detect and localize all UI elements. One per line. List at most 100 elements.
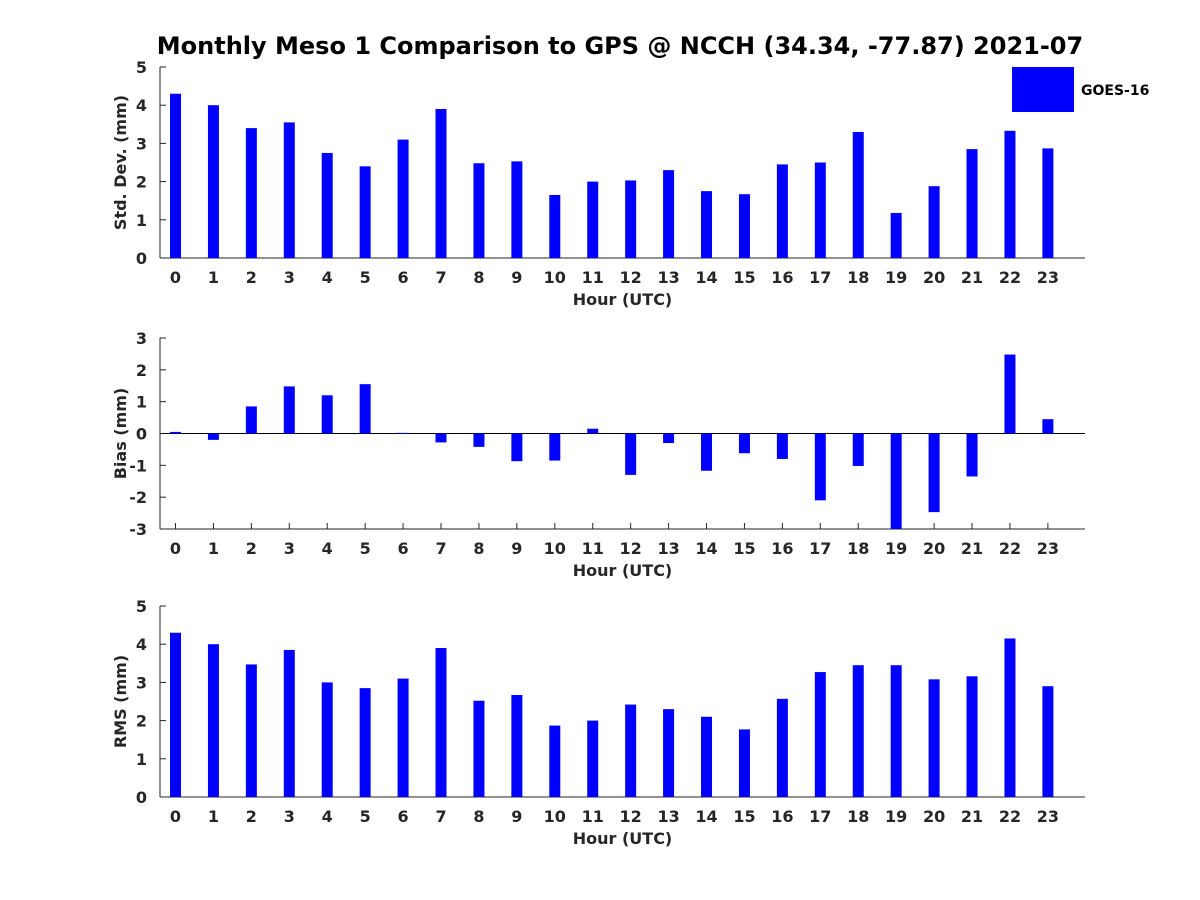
bar xyxy=(890,433,902,529)
x-tick-label: 19 xyxy=(885,807,907,826)
x-tick-label: 8 xyxy=(473,268,484,287)
x-tick-label: 15 xyxy=(733,807,755,826)
x-tick-label: 18 xyxy=(847,807,869,826)
y-tick-label: 3 xyxy=(136,329,147,348)
bar xyxy=(928,679,940,797)
x-tick-label: 14 xyxy=(695,268,717,287)
bar xyxy=(207,644,219,797)
bar xyxy=(852,665,864,797)
y-tick-label: -2 xyxy=(129,488,147,507)
x-tick-label: 12 xyxy=(620,539,642,558)
x-tick-label: 5 xyxy=(360,539,371,558)
x-tick-label: 20 xyxy=(923,807,945,826)
x-tick-label: 11 xyxy=(582,539,604,558)
bar xyxy=(359,166,371,258)
x-tick-label: 16 xyxy=(771,807,793,826)
y-tick-label: 3 xyxy=(136,134,147,153)
x-tick-label: 20 xyxy=(923,268,945,287)
bar xyxy=(701,191,713,258)
legend: GOES-16 xyxy=(1012,67,1149,112)
x-tick-label: 3 xyxy=(284,268,295,287)
x-tick-label: 11 xyxy=(582,268,604,287)
x-tick-label: 1 xyxy=(208,807,219,826)
y-tick-label: -3 xyxy=(129,520,147,539)
x-tick-label: 13 xyxy=(657,807,679,826)
bar xyxy=(473,433,485,447)
x-tick-label: 1 xyxy=(208,268,219,287)
x-tick-label: 16 xyxy=(771,539,793,558)
y-tick-label: 4 xyxy=(136,96,147,115)
bar xyxy=(245,128,257,258)
rms-y-axis-label: RMS (mm) xyxy=(111,655,130,748)
bar xyxy=(663,170,675,258)
bar xyxy=(549,194,561,258)
bar xyxy=(397,432,409,434)
x-tick-label: 1 xyxy=(208,539,219,558)
x-tick-label: 0 xyxy=(170,539,181,558)
legend-label-goes-16: GOES-16 xyxy=(1081,83,1149,99)
x-tick-label: 7 xyxy=(435,807,446,826)
x-tick-label: 4 xyxy=(322,807,333,826)
x-tick-label: 0 xyxy=(170,268,181,287)
bar xyxy=(397,139,409,258)
y-tick-label: 3 xyxy=(136,673,147,692)
bar xyxy=(625,704,637,797)
x-tick-label: 21 xyxy=(961,807,983,826)
bar xyxy=(170,632,181,797)
bar xyxy=(663,433,675,444)
bar xyxy=(625,433,637,475)
x-tick-label: 22 xyxy=(999,807,1021,826)
x-tick-label: 11 xyxy=(582,807,604,826)
bar xyxy=(283,122,295,258)
x-tick-label: 10 xyxy=(544,268,566,287)
bar xyxy=(283,386,295,434)
bar xyxy=(1042,148,1054,258)
legend-swatch-goes-16 xyxy=(1012,67,1074,112)
x-tick-label: 17 xyxy=(809,807,831,826)
x-tick-label: 5 xyxy=(360,807,371,826)
x-tick-label: 23 xyxy=(1037,268,1059,287)
bar xyxy=(435,433,447,443)
y-tick-label: 1 xyxy=(136,211,147,230)
x-tick-label: 3 xyxy=(284,539,295,558)
x-tick-label: 3 xyxy=(284,807,295,826)
bar xyxy=(776,698,788,797)
x-tick-label: 20 xyxy=(923,539,945,558)
x-tick-label: 8 xyxy=(473,539,484,558)
x-tick-label: 22 xyxy=(999,539,1021,558)
rms-x-axis-label: Hour (UTC) xyxy=(573,829,673,848)
x-tick-label: 19 xyxy=(885,539,907,558)
bar xyxy=(283,649,295,797)
y-tick-label: 1 xyxy=(136,750,147,769)
bar xyxy=(321,395,333,434)
y-tick-label: 5 xyxy=(136,58,147,77)
bar xyxy=(321,682,333,797)
bar xyxy=(738,729,750,797)
x-tick-label: 17 xyxy=(809,268,831,287)
bar xyxy=(701,433,713,471)
bar xyxy=(207,433,219,440)
x-tick-label: 2 xyxy=(246,807,257,826)
x-tick-label: 6 xyxy=(398,807,409,826)
bar xyxy=(776,164,788,258)
bar xyxy=(359,688,371,797)
x-tick-label: 16 xyxy=(771,268,793,287)
bar xyxy=(321,152,333,258)
x-tick-label: 10 xyxy=(544,807,566,826)
x-tick-label: 9 xyxy=(511,539,522,558)
bar xyxy=(1042,686,1054,797)
x-tick-label: 6 xyxy=(398,268,409,287)
bar xyxy=(663,709,675,797)
bar xyxy=(1004,130,1016,258)
bar xyxy=(928,186,940,258)
x-tick-label: 7 xyxy=(435,539,446,558)
y-tick-label: 0 xyxy=(136,425,147,444)
x-tick-label: 18 xyxy=(847,268,869,287)
bar xyxy=(890,665,902,797)
bar xyxy=(511,695,523,797)
bar xyxy=(207,105,219,258)
y-tick-label: -1 xyxy=(129,456,147,475)
bar xyxy=(511,433,523,462)
